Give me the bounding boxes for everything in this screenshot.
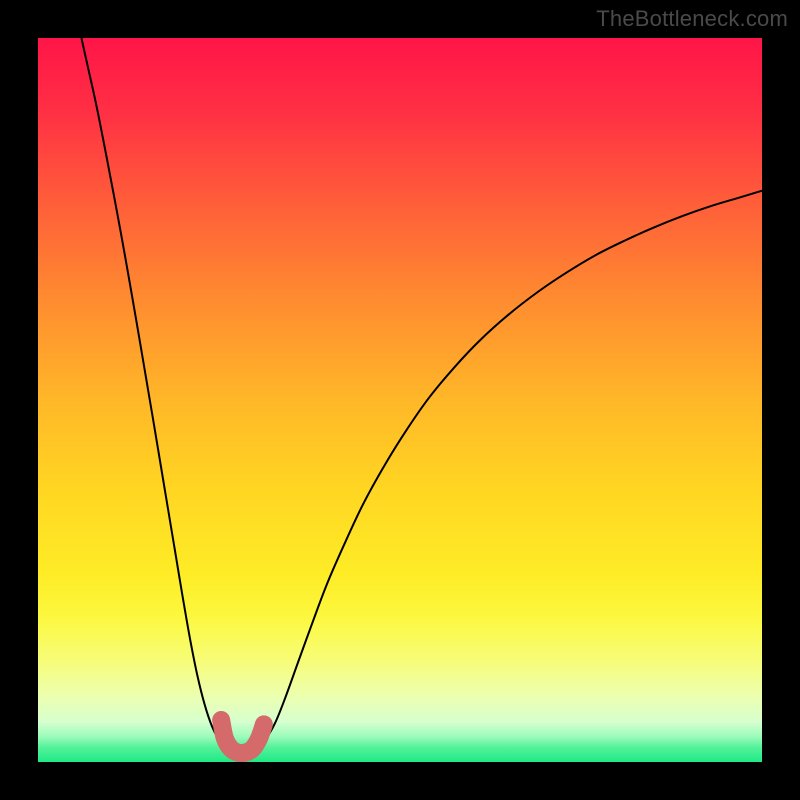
curve-left: [81, 38, 224, 748]
chart-svg: [38, 38, 762, 762]
curve-right: [259, 191, 762, 748]
trough-marker: [221, 720, 264, 753]
plot-area: [38, 38, 762, 762]
watermark: TheBottleneck.com: [596, 6, 788, 32]
